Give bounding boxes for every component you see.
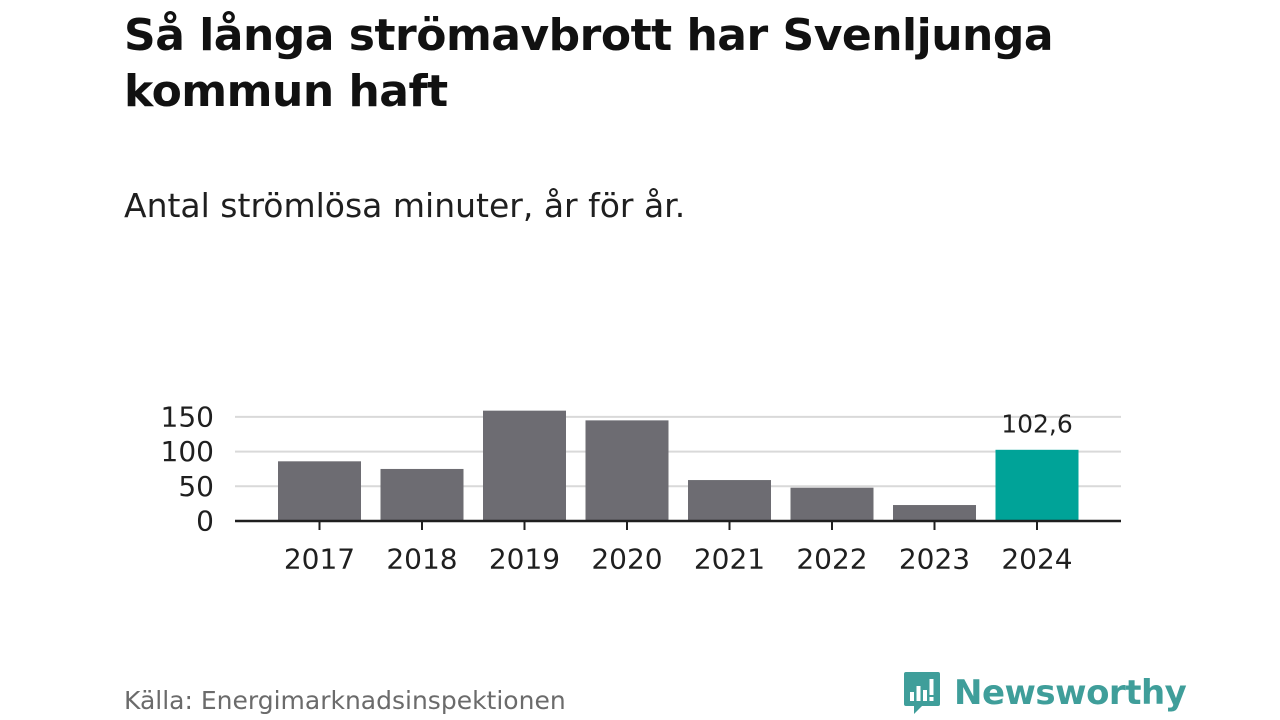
y-tick-label: 0 — [196, 505, 214, 538]
source-note: Källa: Energimarknadsinspektionen — [124, 686, 566, 715]
bars — [278, 410, 1079, 521]
bar-2021 — [688, 480, 771, 521]
chart-title: Så långa strömavbrott har Svenljunga kom… — [124, 10, 1054, 117]
x-tick-label: 2017 — [284, 543, 355, 576]
bar-2023 — [893, 505, 976, 521]
x-tick-label: 2022 — [796, 543, 867, 576]
y-tick-label: 100 — [161, 435, 214, 468]
brand-name: Newsworthy — [954, 673, 1187, 713]
bar-2017 — [278, 461, 361, 521]
newsworthy-logo-icon — [904, 672, 940, 714]
x-tick-label: 2024 — [1001, 543, 1072, 576]
x-tick-label: 2023 — [899, 543, 970, 576]
y-tick-label: 150 — [161, 400, 214, 433]
x-tick-label: 2019 — [489, 543, 560, 576]
x-tick-label: 2018 — [386, 543, 457, 576]
brand-logo: Newsworthy — [902, 668, 1187, 718]
data-label-2024: 102,6 — [1001, 409, 1073, 438]
bar-2018 — [380, 468, 464, 521]
x-tick-label: 2021 — [694, 543, 765, 576]
axes — [235, 519, 1121, 530]
y-tick-label: 50 — [178, 470, 214, 503]
x-tick-label: 2020 — [591, 543, 662, 576]
grid-lines — [235, 415, 1121, 488]
bar-2024 — [995, 449, 1079, 521]
bar-2022 — [790, 487, 874, 521]
bar-2020 — [585, 420, 669, 521]
bar-2019 — [483, 410, 566, 521]
chart-subtitle: Antal strömlösa minuter, år för år. — [124, 186, 686, 225]
